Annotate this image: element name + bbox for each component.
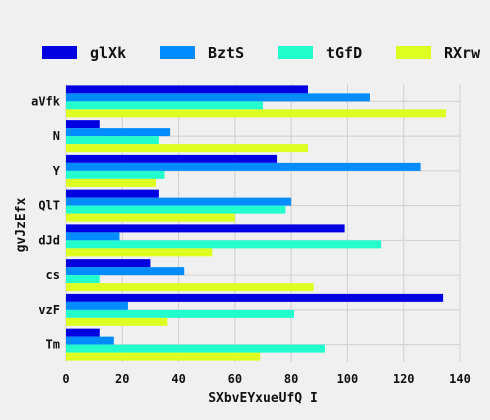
- y-tick-label: Tm: [46, 338, 60, 352]
- bar-BztS-Y: [66, 162, 421, 171]
- bar-tGfD-Y: [66, 170, 165, 179]
- bar-glXk-cs: [66, 259, 151, 268]
- bar-glXk-Tm: [66, 328, 100, 337]
- bar-RXrw-Y: [66, 178, 157, 187]
- bar-RXrw-cs: [66, 283, 314, 292]
- bar-BztS-vzF: [66, 301, 128, 310]
- bar-tGfD-N: [66, 136, 159, 145]
- x-tick-label: 140: [449, 372, 471, 386]
- y-tick-label: cs: [46, 268, 60, 282]
- bar-BztS-Tm: [66, 336, 114, 345]
- x-tick-label: 60: [228, 372, 242, 386]
- bar-glXk-dJd: [66, 224, 345, 233]
- y-tick-label: aVfk: [31, 94, 61, 108]
- legend-swatch-glXk: [42, 46, 77, 59]
- x-axis-label: SXbvEYxueUfQ I: [208, 391, 318, 406]
- x-tick-label: 80: [284, 372, 298, 386]
- bar-glXk-vzF: [66, 293, 444, 302]
- bar-tGfD-dJd: [66, 240, 382, 249]
- y-tick-label: Y: [53, 164, 61, 178]
- bar-BztS-dJd: [66, 232, 120, 241]
- bar-glXk-Y: [66, 154, 278, 163]
- y-tick-label: dJd: [38, 233, 60, 247]
- legend-label-tGfD: tGfD: [326, 44, 362, 62]
- legend-label-RXrw: RXrw: [444, 44, 481, 62]
- legend-swatch-tGfD: [278, 46, 313, 59]
- bar-BztS-cs: [66, 267, 185, 276]
- x-tick-label: 120: [393, 372, 415, 386]
- x-tick-label: 20: [115, 372, 129, 386]
- legend-label-glXk: glXk: [90, 44, 126, 62]
- bar-tGfD-aVfk: [66, 101, 263, 110]
- bar-RXrw-aVfk: [66, 109, 446, 118]
- x-tick-labels: 0 20 40 60 80 100 120 140: [62, 372, 470, 386]
- bar-BztS-QlT: [66, 197, 292, 206]
- bar-BztS-N: [66, 128, 171, 137]
- legend-swatch-RXrw: [396, 46, 431, 59]
- legend: glXk BztS tGfD RXrw: [42, 44, 481, 62]
- bar-RXrw-QlT: [66, 213, 235, 222]
- bar-RXrw-vzF: [66, 317, 168, 326]
- y-tick-label: N: [53, 129, 60, 143]
- bar-tGfD-vzF: [66, 309, 294, 318]
- bar-tGfD-Tm: [66, 344, 325, 353]
- x-tick-label: 100: [337, 372, 359, 386]
- bar-tGfD-QlT: [66, 205, 286, 214]
- bar-tGfD-cs: [66, 275, 100, 284]
- bar-glXk-N: [66, 120, 100, 129]
- x-tick-label: 0: [62, 372, 69, 386]
- y-axis-label: gvJzEfx: [14, 197, 29, 252]
- y-tick-labels: aVfk N Y QlT dJd cs vzF Tm: [31, 94, 61, 351]
- y-tick-label: QlT: [38, 199, 60, 213]
- bar-glXk-aVfk: [66, 85, 309, 94]
- bar-RXrw-N: [66, 144, 309, 153]
- bar-RXrw-dJd: [66, 248, 213, 257]
- bar-BztS-aVfk: [66, 93, 370, 102]
- bar-glXk-QlT: [66, 189, 159, 198]
- bar-RXrw-Tm: [66, 352, 261, 361]
- legend-swatch-BztS: [160, 46, 195, 59]
- y-tick-label: vzF: [38, 303, 60, 317]
- x-tick-label: 40: [171, 372, 185, 386]
- bars: [66, 85, 446, 361]
- legend-label-BztS: BztS: [208, 44, 244, 62]
